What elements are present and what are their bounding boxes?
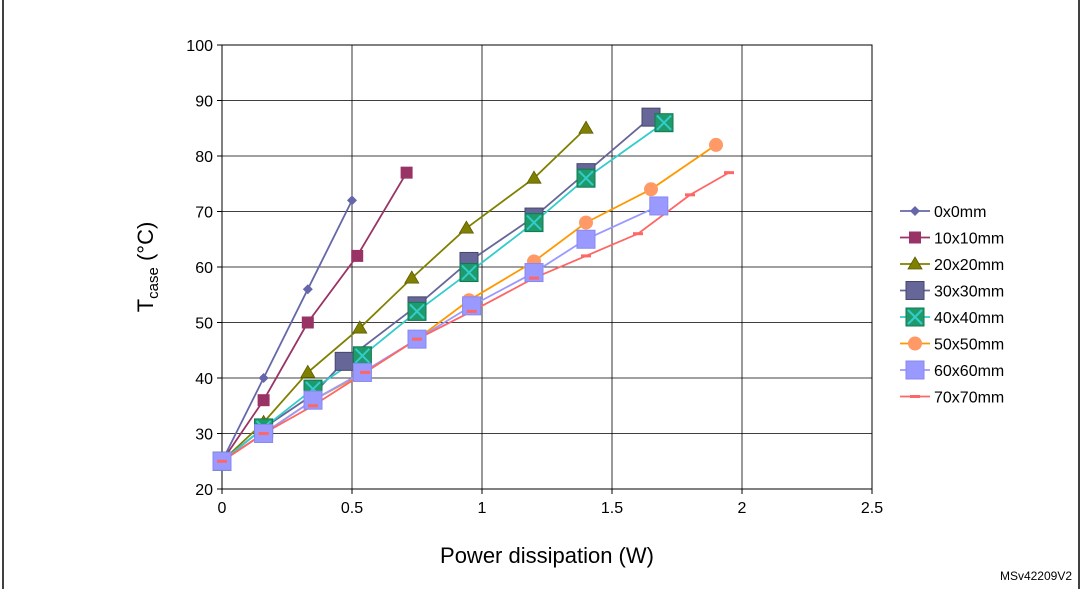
- data-point-50x50mm: [709, 137, 723, 152]
- legend-label-20x20mm: 20x20mm: [934, 257, 1004, 274]
- y-tick-label: 30: [195, 427, 213, 444]
- legend-label-30x30mm: 30x30mm: [934, 284, 1004, 301]
- y-tick-label: 60: [195, 260, 213, 277]
- data-point-40x40mm: [576, 168, 596, 188]
- data-point-60x60mm: [649, 196, 669, 216]
- legend-marker-0x0mm: [910, 206, 920, 216]
- y-tick-label: 50: [195, 316, 213, 333]
- y-axis-title-subscript: case: [145, 267, 162, 299]
- series-line-20x20mm: [221, 127, 587, 462]
- y-axis-ticks: 20 30 40 50 60 70 80 90 100: [186, 38, 222, 499]
- data-point-20x20mm: [458, 220, 475, 234]
- legend-marker-50x50mm: [908, 336, 922, 351]
- legend-label-60x60mm: 60x60mm: [934, 363, 1004, 380]
- y-axis-title-main: T: [133, 299, 158, 312]
- legend-marker-40x40mm: [905, 307, 925, 327]
- data-point-40x40mm: [407, 301, 427, 321]
- y-tick-label: 70: [195, 205, 213, 222]
- data-point-60x60mm: [576, 229, 596, 249]
- data-point-0x0mm: [258, 373, 269, 383]
- data-point-40x40mm: [654, 113, 674, 133]
- x-tick-label: 1: [478, 500, 487, 517]
- y-axis-title-unit: (°C): [133, 222, 158, 267]
- legend-label-70x70mm: 70x70mm: [934, 390, 1004, 407]
- data-point-10x10mm: [351, 249, 364, 262]
- data-point-50x50mm: [579, 215, 593, 230]
- series-markers: [212, 107, 734, 471]
- y-tick-label: 90: [195, 94, 213, 111]
- x-tick-label: 0.5: [341, 500, 363, 517]
- y-tick-label: 100: [186, 38, 213, 55]
- data-point-20x20mm: [404, 270, 420, 284]
- grid-lines: [221, 44, 873, 490]
- data-point-20x20mm: [578, 120, 594, 134]
- legend-label-0x0mm: 0x0mm: [934, 204, 986, 221]
- data-point-0x0mm: [302, 284, 313, 295]
- legend-label-50x50mm: 50x50mm: [934, 337, 1004, 354]
- legend-marker-10x10mm: [909, 231, 921, 244]
- y-tick-label: 80: [195, 149, 213, 166]
- figure-id-label: MSv42209V2: [999, 569, 1072, 583]
- x-axis-title: Power dissipation (W): [440, 543, 654, 568]
- data-point-10x10mm: [257, 394, 270, 407]
- data-point-10x10mm: [301, 316, 314, 329]
- x-tick-label: 2: [738, 500, 747, 517]
- legend-marker-20x20mm: [907, 256, 923, 270]
- data-point-20x20mm: [352, 320, 368, 334]
- data-point-20x20mm: [526, 170, 542, 184]
- series-line-0x0mm: [221, 199, 353, 462]
- legend-marker-60x60mm: [905, 360, 925, 380]
- data-point-30x30mm: [334, 351, 354, 371]
- y-tick-label: 40: [195, 371, 213, 388]
- data-point-20x20mm: [300, 364, 316, 378]
- y-tick-label: 20: [195, 482, 213, 499]
- legend: 0x0mm 10x10mm 20x20mm 30x30mm 40x40mm 50x50mm…: [900, 204, 1004, 407]
- data-point-40x40mm: [352, 346, 372, 366]
- x-tick-label: 0: [218, 500, 227, 517]
- legend-label-10x10mm: 10x10mm: [934, 231, 1004, 248]
- data-point-10x10mm: [400, 166, 413, 179]
- legend-label-40x40mm: 40x40mm: [934, 310, 1004, 327]
- data-point-0x0mm: [347, 195, 357, 206]
- data-point-40x40mm: [524, 213, 544, 233]
- y-axis-title: Tcase (°C): [133, 222, 162, 313]
- x-tick-label: 2.5: [861, 500, 883, 517]
- legend-marker-30x30mm: [905, 281, 925, 300]
- x-tick-label: 1.5: [601, 500, 623, 517]
- x-axis-ticks: 0 0.5 1 1.5 2 2.5: [218, 489, 883, 517]
- data-point-50x50mm: [644, 182, 658, 197]
- data-point-40x40mm: [459, 263, 479, 283]
